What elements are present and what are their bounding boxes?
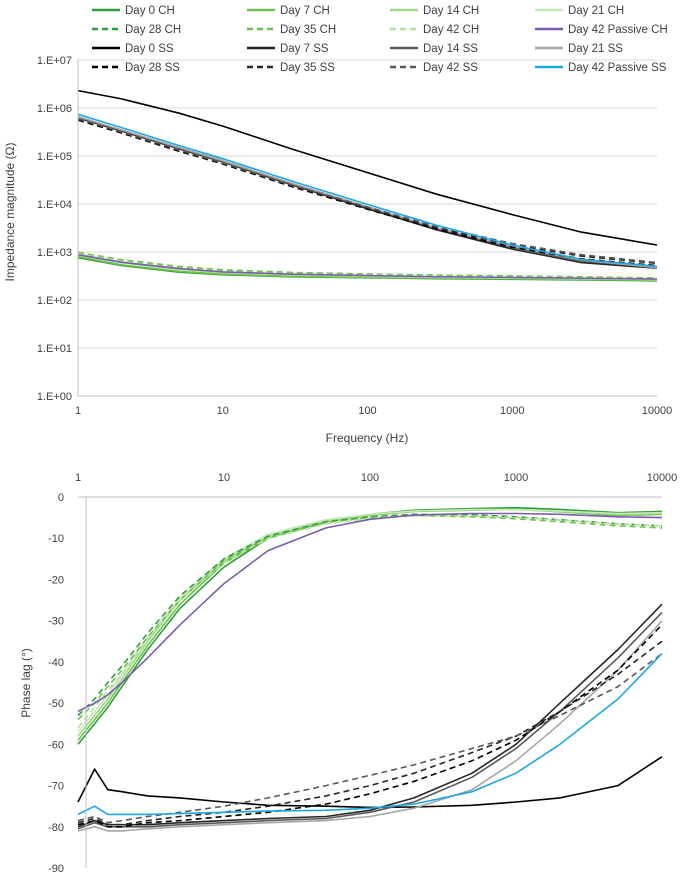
- legend-label: Day 35 SS: [280, 62, 335, 74]
- legend-item: Day 28 CH: [92, 24, 181, 36]
- legend-label: Day 0 CH: [125, 5, 175, 17]
- legend-label: Day 7 SS: [280, 43, 329, 55]
- series-day-28-ch: [77, 513, 663, 717]
- phase-x-ticks: 1 10 100 1000 10000: [75, 472, 677, 484]
- legend-label: Day 42 CH: [423, 24, 479, 36]
- series-day-21-ss: [77, 115, 658, 269]
- y-tick-label: -50: [48, 698, 64, 710]
- legend-item: Day 14 CH: [390, 5, 479, 17]
- impedance-x-axis-label: Frequency (Hz): [326, 431, 409, 445]
- legend-label: Day 14 CH: [423, 5, 479, 17]
- legend-label: Day 14 SS: [423, 43, 478, 55]
- series-day-7-ss: [77, 603, 663, 828]
- y-tick-label: -10: [48, 533, 64, 545]
- legend-label: Day 28 CH: [125, 24, 181, 36]
- series-day-35-ss: [77, 640, 663, 826]
- x-tick-label: 1000: [504, 472, 528, 484]
- x-tick-label: 10: [217, 405, 229, 417]
- impedance-chart: 1.E+00 1.E+01 1.E+02 1.E+03 1.E+04 1.E+05 1.E+…: [3, 55, 672, 445]
- series-day-0-ss: [77, 756, 663, 809]
- series-day-28-ss: [77, 624, 663, 828]
- impedance-series: [77, 89, 658, 282]
- y-tick-label: 1.E+03: [37, 247, 72, 259]
- y-tick-label: 1.E+05: [37, 151, 72, 163]
- legend-label: Day 42 Passive SS: [568, 62, 667, 74]
- legend-item: Day 21 CH: [535, 5, 624, 17]
- phase-series: [77, 506, 663, 832]
- series-day-42-passive-ss: [77, 653, 663, 816]
- series-day-35-ch: [77, 251, 658, 279]
- y-tick-label: -80: [48, 822, 64, 834]
- series-day-14-ss: [77, 116, 658, 269]
- legend: Day 0 CH Day 7 CH Day 14 CH Day 21 CH Day 28…: [92, 5, 668, 74]
- impedance-gridlines: [78, 59, 657, 349]
- phase-y-ticks: 0 -10 -20 -30 -40 -50 -60 -70 -80 -90: [48, 492, 64, 875]
- y-tick-label: 0: [58, 492, 64, 504]
- legend-label: Day 28 SS: [125, 62, 180, 74]
- legend-item: Day 42 Passive SS: [535, 62, 667, 74]
- legend-label: Day 21 CH: [568, 5, 624, 17]
- y-tick-label: -20: [48, 574, 64, 586]
- y-tick-label: 1.E+06: [37, 103, 72, 115]
- x-tick-label: 10000: [642, 405, 673, 417]
- series-day-42-ss: [77, 652, 663, 824]
- series-day-7-ch: [77, 508, 663, 741]
- legend-item: Day 42 Passive CH: [535, 24, 668, 36]
- x-tick-label: 1: [75, 472, 81, 484]
- series-day-42-passive-ch: [77, 253, 658, 280]
- legend-label: Day 35 CH: [280, 24, 336, 36]
- x-tick-label: 1: [75, 405, 81, 417]
- series-day-42-ch: [77, 515, 663, 729]
- series-day-42-passive-ss: [77, 113, 658, 268]
- y-tick-label: 1.E+07: [37, 55, 72, 67]
- legend-label: Day 21 SS: [568, 43, 623, 55]
- y-tick-label: 1.E+01: [37, 343, 72, 355]
- impedance-y-ticks: 1.E+00 1.E+01 1.E+02 1.E+03 1.E+04 1.E+05 1.E+…: [37, 55, 72, 403]
- legend-item: Day 42 CH: [390, 24, 479, 36]
- x-tick-label: 100: [361, 472, 379, 484]
- legend-label: Day 42 Passive CH: [568, 24, 668, 36]
- y-tick-label: -90: [48, 863, 64, 875]
- x-tick-label: 10: [218, 472, 230, 484]
- y-tick-label: 1.E+04: [37, 199, 72, 211]
- legend-label: Day 0 SS: [125, 43, 174, 55]
- legend-item: Day 7 CH: [247, 5, 330, 17]
- y-tick-label: -60: [48, 739, 64, 751]
- legend-item: Day 42 SS: [390, 62, 478, 74]
- series-day-21-ss: [77, 620, 663, 832]
- y-tick-label: -30: [48, 616, 64, 628]
- legend-item: Day 0 CH: [92, 5, 175, 17]
- impedance-x-ticks: 1 10 100 1000 10000: [75, 405, 672, 417]
- legend-label: Day 42 SS: [423, 62, 478, 74]
- series-day-42-ss: [77, 117, 658, 264]
- legend-item: Day 21 SS: [535, 43, 623, 55]
- series-day-14-ss: [77, 611, 663, 830]
- legend-item: Day 0 SS: [92, 43, 174, 55]
- phase-chart: 0-10-20-30-40-50-60-70-80-90 1 10 100 1000 1…: [19, 472, 677, 875]
- impedance-y-axis-label: Impedance magnitude (Ω): [3, 142, 17, 281]
- legend-item: Day 35 SS: [247, 62, 335, 74]
- phase-axes: [78, 496, 662, 868]
- legend-item: Day 7 SS: [247, 43, 329, 55]
- legend-item: Day 28 SS: [92, 62, 180, 74]
- x-tick-label: 100: [358, 405, 376, 417]
- x-tick-label: 1000: [500, 405, 524, 417]
- y-tick-label: 1.E+00: [37, 391, 72, 403]
- legend-item: Day 14 SS: [390, 43, 478, 55]
- legend-label: Day 7 CH: [280, 5, 330, 17]
- series-day-21-ch: [77, 508, 663, 733]
- impedance-axes: [77, 60, 657, 397]
- y-tick-label: -70: [48, 781, 64, 793]
- phase-y-axis-label: Phase lag (°): [19, 648, 33, 718]
- series-day-0-ss: [77, 89, 658, 246]
- y-tick-label: -40: [48, 657, 64, 669]
- series-day-42-passive-ch: [77, 512, 663, 713]
- y-tick-label: 1.E+02: [37, 295, 72, 307]
- x-tick-label: 10000: [647, 472, 678, 484]
- legend-item: Day 35 CH: [247, 24, 336, 36]
